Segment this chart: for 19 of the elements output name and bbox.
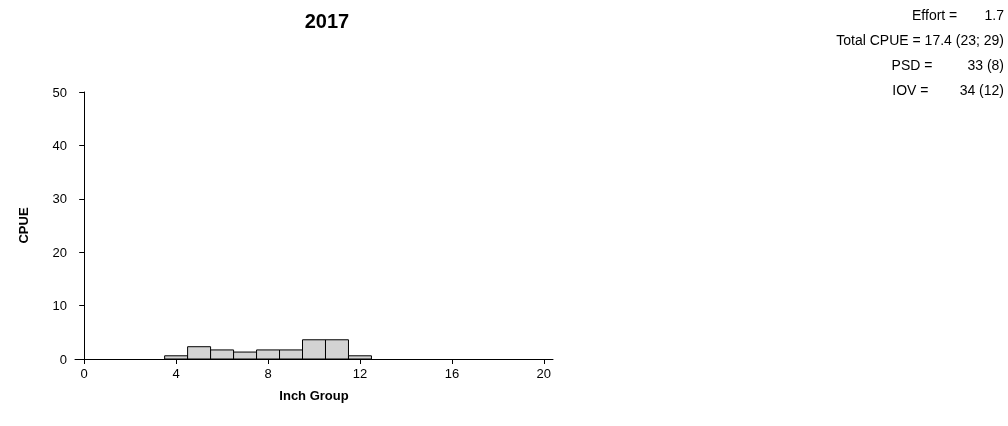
y-tick-label: 40 — [52, 137, 67, 153]
x-tick-label: 16 — [444, 366, 460, 381]
text: IOV = 34 (12) — [892, 82, 1004, 98]
x-tick-label: 20 — [536, 366, 552, 381]
x-tick-label: 0 — [80, 366, 88, 381]
text: PSD = 33 (8) — [891, 57, 1004, 73]
y-tick-label: 50 — [52, 84, 67, 100]
y-tick-label: 20 — [52, 244, 67, 260]
text: Total CPUE = 17.4 (23; 29) — [836, 32, 1004, 48]
x-tick-label: 4 — [172, 366, 180, 381]
x-tick-label: 8 — [264, 366, 272, 381]
text: Effort = 1.7 — [912, 7, 1005, 23]
y-axis-title: CPUE — [16, 207, 31, 244]
chart-title: 2017 — [304, 10, 350, 32]
x-tick-label: 12 — [352, 366, 368, 381]
y-tick-label: 10 — [52, 298, 67, 314]
y-tick-label: 30 — [52, 191, 67, 207]
x-axis-title: Inch Group — [279, 388, 349, 403]
y-tick-label: 0 — [59, 351, 67, 367]
